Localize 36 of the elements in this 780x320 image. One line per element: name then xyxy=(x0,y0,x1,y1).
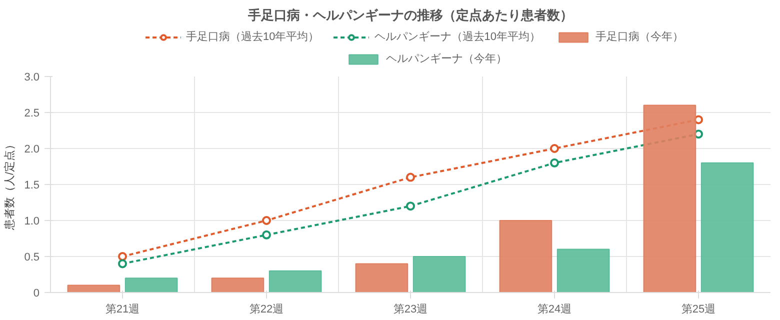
y-tick-label: 2.5 xyxy=(24,108,40,120)
y-tick-label: 2.0 xyxy=(24,144,40,156)
legend-label: ヘルパンギーナ（過去10年平均） xyxy=(374,30,540,44)
bar xyxy=(412,256,466,292)
point xyxy=(262,216,271,225)
x-tick-label: 第25週 xyxy=(681,304,716,316)
y-axis-title: 患者数（人/定点） xyxy=(3,138,16,232)
point xyxy=(262,230,271,240)
legend-label: 手足口病（今年） xyxy=(596,30,684,44)
bar xyxy=(556,248,610,292)
y-tick-label: 0 xyxy=(33,288,40,300)
y-tick-label: 1.5 xyxy=(24,180,40,192)
point xyxy=(550,144,559,153)
bar xyxy=(643,104,696,292)
y-tick-label: 0.5 xyxy=(24,252,40,264)
y-tick-label: 1.0 xyxy=(24,216,40,228)
chart-title: 手足口病・ヘルパンギーナの推移（定点あたり患者数） xyxy=(247,8,573,22)
point xyxy=(550,158,559,168)
bar xyxy=(268,270,322,292)
bar xyxy=(355,263,408,292)
x-tick-label: 第21週 xyxy=(105,304,140,316)
point xyxy=(118,259,127,268)
y-tick-label: 3.0 xyxy=(24,72,40,84)
point xyxy=(118,252,127,261)
x-tick-label: 第23週 xyxy=(393,304,428,316)
legend-label: 手足口病（過去10年平均） xyxy=(186,30,320,44)
bar xyxy=(211,278,264,292)
point xyxy=(406,202,415,211)
bar xyxy=(67,284,120,292)
bar xyxy=(124,278,178,292)
x-tick-label: 第22週 xyxy=(249,304,284,316)
bar xyxy=(499,220,552,292)
x-tick-label: 第24週 xyxy=(537,304,572,316)
legend-label: ヘルパンギーナ（今年） xyxy=(386,52,507,66)
point xyxy=(406,172,415,182)
bar xyxy=(700,162,754,292)
